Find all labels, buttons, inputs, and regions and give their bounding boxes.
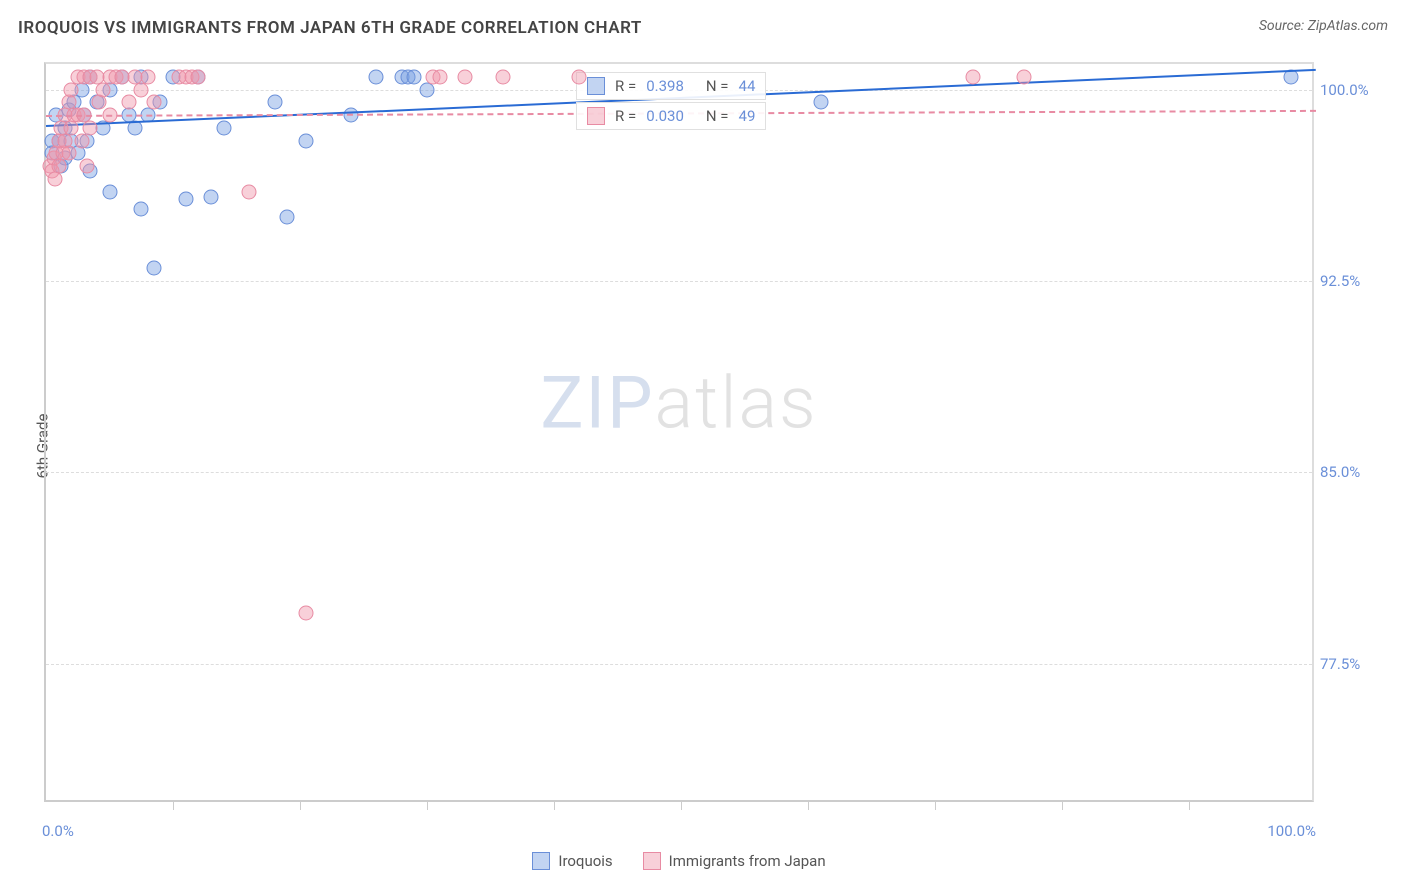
stat-r-value: 0.398: [646, 77, 684, 95]
scatter-point: [420, 82, 435, 97]
watermark-zip: ZIP: [540, 360, 654, 445]
scatter-point: [1016, 69, 1031, 84]
source-attribution: Source: ZipAtlas.com: [1259, 18, 1388, 34]
y-tick-label: 85.0%: [1320, 463, 1380, 481]
scatter-point: [216, 120, 231, 135]
bottom-legend: Iroquois Immigrants from Japan: [44, 852, 1314, 870]
scatter-point: [146, 261, 161, 276]
scatter-point: [74, 133, 89, 148]
scatter-point: [369, 69, 384, 84]
scatter-point: [407, 69, 422, 84]
scatter-point: [146, 95, 161, 110]
stat-r-label: R =: [615, 77, 636, 95]
legend-item-japan: Immigrants from Japan: [643, 852, 826, 870]
scatter-point: [64, 120, 79, 135]
stat-n-label: N =: [706, 77, 729, 95]
scatter-point: [267, 95, 282, 110]
stat-swatch: [587, 107, 605, 125]
scatter-point: [140, 69, 155, 84]
stat-r-label: R =: [615, 107, 636, 125]
x-tick: [554, 800, 555, 810]
scatter-point: [242, 184, 257, 199]
chart-title: IROQUOIS VS IMMIGRANTS FROM JAPAN 6TH GR…: [18, 18, 642, 38]
scatter-point: [96, 82, 111, 97]
scatter-point: [966, 69, 981, 84]
stat-n-value: 49: [739, 107, 756, 125]
scatter-point: [134, 82, 149, 97]
y-tick-label: 77.5%: [1320, 655, 1380, 673]
scatter-point: [178, 192, 193, 207]
scatter-point: [47, 171, 62, 186]
legend-swatch-japan: [643, 852, 661, 870]
x-tick: [173, 800, 174, 810]
x-tick: [1189, 800, 1190, 810]
scatter-point: [83, 120, 98, 135]
scatter-point: [280, 210, 295, 225]
legend-label-iroquois: Iroquois: [558, 852, 612, 870]
x-tick: [1062, 800, 1063, 810]
scatter-point: [79, 159, 94, 174]
legend-item-iroquois: Iroquois: [532, 852, 612, 870]
y-tick-label: 92.5%: [1320, 272, 1380, 290]
scatter-point: [64, 82, 79, 97]
stat-box: R = 0.030 N = 49: [576, 102, 766, 130]
scatter-point: [458, 69, 473, 84]
scatter-point: [572, 69, 587, 84]
scatter-point: [92, 95, 107, 110]
scatter-point: [102, 184, 117, 199]
y-tick-label: 100.0%: [1320, 81, 1380, 99]
gridline: [46, 664, 1312, 665]
stat-box: R = 0.398 N = 44: [576, 72, 766, 100]
watermark: ZIPatlas: [540, 360, 817, 445]
scatter-point: [61, 146, 76, 161]
stat-r-value: 0.030: [646, 107, 684, 125]
scatter-point: [432, 69, 447, 84]
legend-label-japan: Immigrants from Japan: [669, 852, 826, 870]
scatter-point: [134, 202, 149, 217]
gridline: [46, 281, 1312, 282]
scatter-point: [496, 69, 511, 84]
x-tick: [427, 800, 428, 810]
scatter-point: [813, 95, 828, 110]
stat-swatch: [587, 77, 605, 95]
scatter-point: [51, 159, 66, 174]
scatter-point: [191, 69, 206, 84]
legend-swatch-iroquois: [532, 852, 550, 870]
x-tick: [935, 800, 936, 810]
x-max-label: 100.0%: [1267, 822, 1316, 840]
x-tick: [681, 800, 682, 810]
stat-n-value: 44: [739, 77, 756, 95]
x-tick: [808, 800, 809, 810]
scatter-point: [121, 95, 136, 110]
scatter-point: [299, 605, 314, 620]
x-min-label: 0.0%: [42, 822, 74, 840]
x-tick: [300, 800, 301, 810]
gridline: [46, 472, 1312, 473]
chart-header: IROQUOIS VS IMMIGRANTS FROM JAPAN 6TH GR…: [18, 18, 1388, 38]
watermark-atlas: atlas: [655, 360, 818, 445]
stat-n-label: N =: [706, 107, 729, 125]
plot-area: ZIPatlas 100.0%92.5%85.0%77.5%0.0%100.0%…: [44, 62, 1314, 802]
scatter-point: [204, 189, 219, 204]
scatter-point: [299, 133, 314, 148]
